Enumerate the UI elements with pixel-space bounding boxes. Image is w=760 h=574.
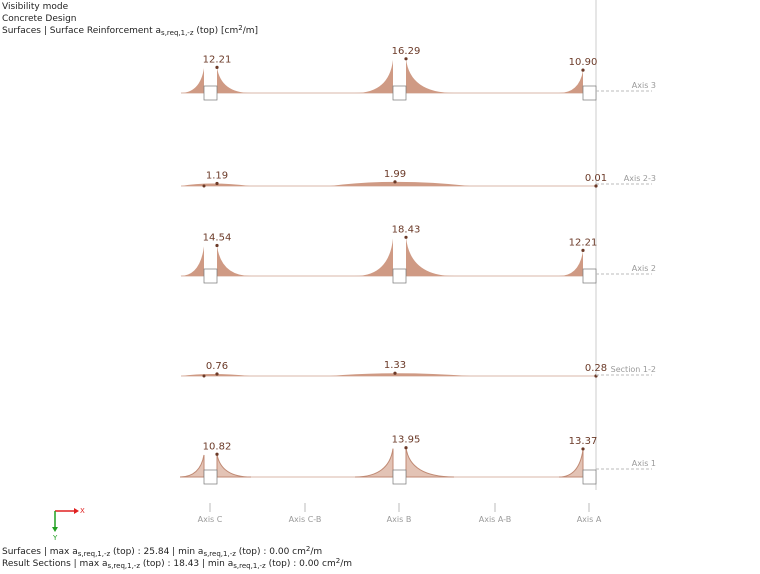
axis-label: Axis C-B xyxy=(289,515,322,524)
peak-label: 0.76 xyxy=(206,361,228,372)
peak-label: 0.28 xyxy=(585,363,607,374)
f: 2 xyxy=(336,557,340,565)
peak-label: 1.33 xyxy=(384,360,406,371)
diagram xyxy=(181,183,250,186)
peak-dot xyxy=(215,243,219,248)
diagram xyxy=(217,67,251,93)
diagram xyxy=(355,59,393,93)
diagram xyxy=(559,70,583,93)
axis-x: X xyxy=(80,507,85,515)
peak-dot xyxy=(581,68,585,72)
header-line: Concrete Design xyxy=(2,14,76,24)
title-rest: (top) [cm xyxy=(194,26,239,36)
peak-label: 13.95 xyxy=(392,435,421,446)
support xyxy=(392,85,407,101)
peak-dot xyxy=(393,371,397,375)
peak-label: 10.90 xyxy=(569,57,598,68)
title-end: /m] xyxy=(243,26,258,36)
diagram xyxy=(216,454,252,478)
peak-dot xyxy=(393,180,397,184)
axis-label: Axis A-B xyxy=(479,515,512,524)
diagram xyxy=(354,448,394,478)
peak-dot xyxy=(404,446,408,450)
diagram xyxy=(179,454,205,478)
f: /m xyxy=(340,559,352,569)
diagram xyxy=(217,245,251,276)
footer-line: Result Sections | max as,req,1,-z (top) … xyxy=(2,557,352,570)
f: 2 xyxy=(306,545,310,553)
peak-dot xyxy=(215,65,219,69)
peak-dot xyxy=(215,452,219,456)
f: Result Sections | max a xyxy=(2,559,108,569)
f: (top) : 0.00 cm xyxy=(236,547,306,557)
axis-label: Axis A xyxy=(577,515,602,524)
diagram xyxy=(559,251,583,276)
title-sup: 2 xyxy=(238,24,242,32)
support xyxy=(392,469,407,485)
diagram xyxy=(330,373,470,376)
title-sub: s,req,1,-z xyxy=(161,29,194,37)
axis-y: Y xyxy=(52,534,58,542)
axis-label: Axis C xyxy=(198,515,223,524)
row-label: Section 1-2 xyxy=(611,365,656,374)
f: (top) : 25.84 | min a xyxy=(110,547,203,557)
diagram xyxy=(558,449,584,478)
f: s,req,1,-z xyxy=(78,550,111,558)
support xyxy=(582,268,597,284)
peak-label: 18.43 xyxy=(392,224,421,235)
f: s,req,1,-z xyxy=(203,550,236,558)
support xyxy=(392,268,407,284)
peak-label: 12.21 xyxy=(569,237,598,248)
peak-label: 12.21 xyxy=(203,54,232,65)
diagram xyxy=(406,58,454,93)
support xyxy=(203,469,218,485)
f: (top) : 18.43 | min a xyxy=(140,559,233,569)
support xyxy=(582,469,597,485)
f: s,req,1,-z xyxy=(108,562,141,570)
peak-label: 0.01 xyxy=(585,173,607,184)
f: s,req,1,-z xyxy=(233,562,266,570)
coord-icon: X Y xyxy=(52,507,85,542)
peak-dot xyxy=(404,57,408,61)
diagram xyxy=(180,246,204,276)
peak-dot xyxy=(594,184,598,188)
peak-dot xyxy=(581,248,585,252)
footer-line: Surfaces | max as,req,1,-z (top) : 25.84… xyxy=(2,545,322,558)
peak-label: 14.54 xyxy=(203,232,232,243)
peak-dot xyxy=(215,181,219,186)
diagram xyxy=(181,374,250,376)
peak-label: 16.29 xyxy=(392,46,421,57)
peak-dot xyxy=(581,447,585,451)
support xyxy=(203,268,218,284)
title-text: Surfaces | Surface Reinforcement a xyxy=(2,26,161,36)
f: (top) : 0.00 cm xyxy=(266,559,336,569)
row-label: Axis 2 xyxy=(632,264,656,273)
header-title: Surfaces | Surface Reinforcement as,req,… xyxy=(2,24,258,37)
header-line: Visibility mode xyxy=(2,2,69,12)
peak-dot xyxy=(404,235,408,239)
row-label: Axis 3 xyxy=(632,81,656,90)
peak-label: 10.82 xyxy=(203,441,232,452)
support-dot xyxy=(202,374,206,378)
f: /m xyxy=(310,547,322,557)
f: Surfaces | max a xyxy=(2,547,78,557)
support-dot xyxy=(202,184,206,188)
row-label: Axis 2-3 xyxy=(624,174,656,183)
peak-label: 13.37 xyxy=(569,436,598,447)
diagram xyxy=(405,447,455,478)
diagram xyxy=(355,238,393,276)
support xyxy=(203,85,218,101)
axis-label: Axis B xyxy=(387,515,412,524)
diagram xyxy=(406,237,454,276)
support xyxy=(582,85,597,101)
peak-label: 1.99 xyxy=(384,169,406,180)
row-label: Axis 1 xyxy=(632,459,656,468)
diagram xyxy=(330,181,470,186)
diagram xyxy=(180,68,204,93)
peak-dot xyxy=(215,372,219,376)
peak-label: 1.19 xyxy=(206,171,228,182)
